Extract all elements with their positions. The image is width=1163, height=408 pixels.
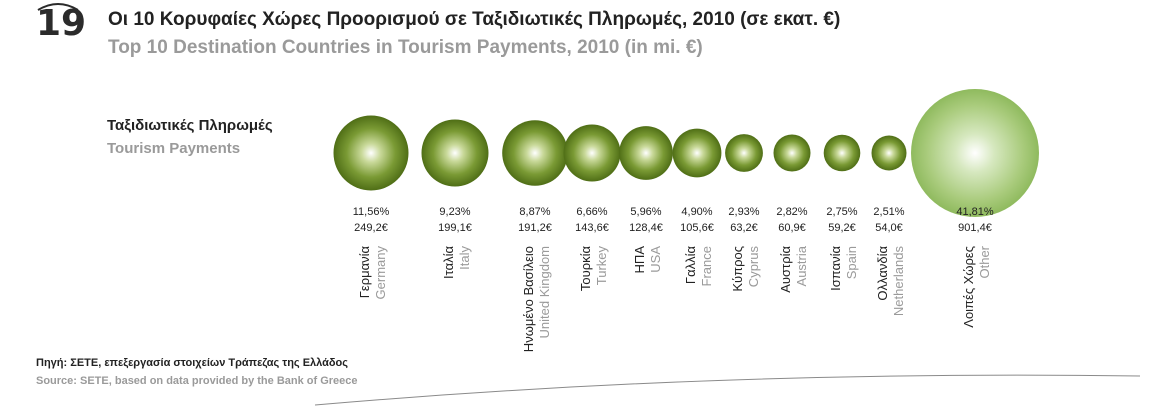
country-label-english-5: France (699, 246, 714, 286)
percent-label-5: 4,90% (681, 206, 712, 218)
figure-number: 19 (36, 3, 87, 44)
country-label-english-7: Austria (794, 245, 809, 286)
value-label-8: 59,2€ (828, 222, 856, 234)
country-label-english-9: Netherlands (891, 246, 906, 317)
bubble-5 (672, 128, 722, 178)
percent-label-1: 9,23% (439, 206, 470, 218)
percent-label-6: 2,93% (728, 206, 759, 218)
bubble-4 (619, 126, 673, 180)
country-label-english-2: United Kingdom (537, 246, 552, 339)
value-label-1: 199,1€ (438, 222, 472, 234)
value-label-6: 63,2€ (730, 222, 758, 234)
source-greek: Πηγή: ΣΕΤΕ, επεξεργασία στοιχείων Τράπεζ… (36, 357, 349, 369)
bubble-1 (421, 119, 489, 187)
percent-label-8: 2,75% (826, 206, 857, 218)
series-label-english: Tourism Payments (107, 140, 241, 157)
country-label-greek-9: Ολλανδία (875, 246, 890, 301)
value-label-10: 901,4€ (958, 222, 992, 234)
value-label-2: 191,2€ (518, 222, 552, 234)
country-label-english-1: Italy (457, 246, 472, 270)
country-label-greek-1: Ιταλία (441, 246, 456, 279)
percent-label-3: 6,66% (576, 206, 607, 218)
country-label-greek-6: Κύπρος (730, 246, 745, 292)
bubble-6 (725, 134, 763, 172)
bubble-3 (563, 124, 621, 182)
bubble-8 (823, 134, 861, 172)
country-label-greek-2: Ηνωμένο Βασίλειο (521, 246, 536, 352)
country-label-english-8: Spain (844, 246, 859, 279)
source-english: Source: SETE, based on data provided by … (36, 375, 358, 387)
percent-label-2: 8,87% (519, 206, 550, 218)
value-label-5: 105,6€ (680, 222, 714, 234)
country-label-english-4: USA (648, 246, 663, 273)
country-label-english-10: Other (977, 245, 992, 278)
percent-label-9: 2,51% (873, 206, 904, 218)
country-label-english-0: Germany (373, 246, 388, 300)
percent-label-7: 2,82% (776, 206, 807, 218)
value-label-4: 128,4€ (629, 222, 663, 234)
percent-label-4: 5,96% (630, 206, 661, 218)
bubble-10 (911, 89, 1039, 217)
bubble-7 (773, 134, 811, 172)
value-label-3: 143,6€ (575, 222, 609, 234)
bubble-9 (871, 135, 907, 171)
chart-title-english: Top 10 Destination Countries in Tourism … (108, 37, 703, 58)
chart-title-greek: Οι 10 Κορυφαίες Χώρες Προορισμού σε Ταξι… (108, 9, 841, 30)
value-label-7: 60,9€ (778, 222, 806, 234)
country-label-greek-0: Γερμανία (357, 246, 372, 299)
value-label-0: 249,2€ (354, 222, 388, 234)
country-label-greek-5: Γαλλία (683, 246, 698, 285)
country-label-english-3: Turkey (594, 246, 609, 286)
country-label-greek-7: Αυστρία (778, 246, 793, 293)
country-label-english-6: Cyprus (746, 246, 761, 288)
country-label-greek-10: Λοιπές Χώρες (961, 246, 976, 328)
bubble-2 (502, 120, 568, 186)
percent-label-10: 41,81% (956, 206, 994, 218)
percent-label-0: 11,56% (353, 206, 390, 218)
country-label-greek-4: ΗΠΑ (632, 246, 647, 274)
country-label-greek-3: Τουρκία (578, 246, 593, 292)
figure-number-arc (37, 3, 79, 11)
bubble-0 (333, 115, 409, 191)
value-label-9: 54,0€ (875, 222, 903, 234)
country-label-greek-8: Ισπανία (828, 246, 843, 291)
decorative-baseline (314, 374, 1141, 406)
series-label-greek: Ταξιδιωτικές Πληρωμές (107, 117, 273, 134)
